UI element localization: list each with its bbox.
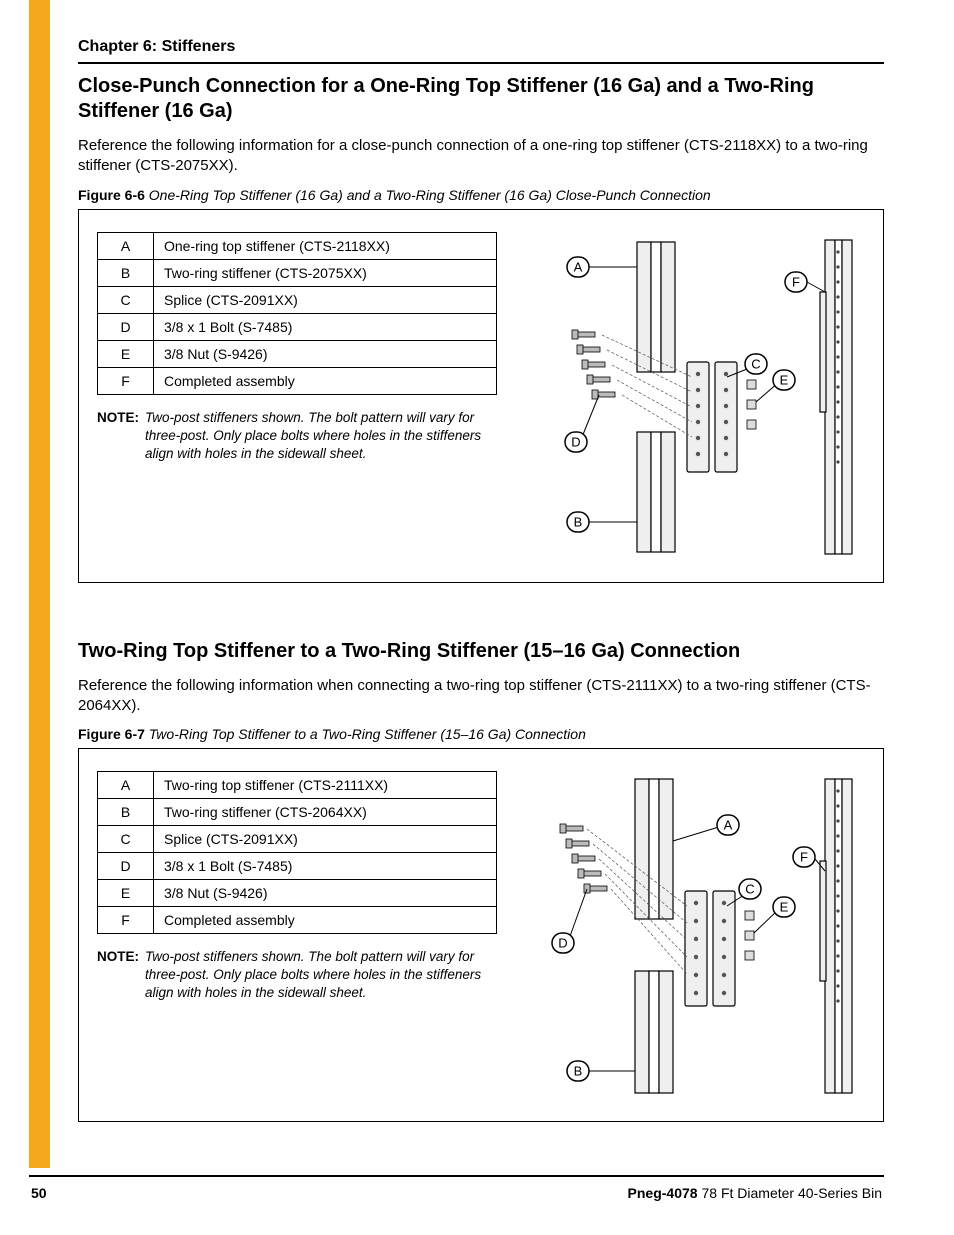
figure6-6-legend-table: AOne-ring top stiffener (CTS-2118XX) BTw… xyxy=(97,232,497,395)
diagram-label-f: F xyxy=(792,274,800,289)
section2-title: Two-Ring Top Stiffener to a Two-Ring Sti… xyxy=(78,639,884,664)
figure6-7-desc: Two-Ring Top Stiffener to a Two-Ring Sti… xyxy=(149,726,586,742)
diagram-label-a: A xyxy=(724,818,733,833)
diagram-label-b: B xyxy=(574,514,583,529)
legend-val: 3/8 Nut (S-9426) xyxy=(154,880,497,907)
legend-val: Splice (CTS-2091XX) xyxy=(154,826,497,853)
table-row: CSplice (CTS-2091XX) xyxy=(98,826,497,853)
legend-key: D xyxy=(98,313,154,340)
table-row: FCompleted assembly xyxy=(98,907,497,934)
section2-body: Reference the following information when… xyxy=(78,676,884,717)
footer-doc-title: 78 Ft Diameter 40-Series Bin xyxy=(698,1185,882,1201)
figure6-7-note: NOTE: Two-post stiffeners shown. The bol… xyxy=(97,948,497,1003)
note-text: Two-post stiffeners shown. The bolt patt… xyxy=(145,409,497,464)
diagram-label-e: E xyxy=(780,372,789,387)
figure6-6-diagram-wrap: A B C D E F xyxy=(527,232,867,562)
figure6-6-desc: One-Ring Top Stiffener (16 Ga) and a Two… xyxy=(149,187,711,203)
table-row: AOne-ring top stiffener (CTS-2118XX) xyxy=(98,232,497,259)
note-label: NOTE: xyxy=(97,948,139,1003)
figure6-7-label: Figure 6-7 xyxy=(78,726,145,742)
legend-key: E xyxy=(98,340,154,367)
diagram-label-b: B xyxy=(574,1064,583,1079)
legend-val: Completed assembly xyxy=(154,367,497,394)
legend-key: A xyxy=(98,232,154,259)
page-sidebar-stripe xyxy=(29,0,50,1168)
diagram-label-d: D xyxy=(571,434,580,449)
section1-body: Reference the following information for … xyxy=(78,136,884,177)
table-row: ATwo-ring top stiffener (CTS-2111XX) xyxy=(98,772,497,799)
chapter-title: Chapter 6: Stiffeners xyxy=(78,38,884,56)
legend-key: A xyxy=(98,772,154,799)
legend-val: 3/8 x 1 Bolt (S-7485) xyxy=(154,853,497,880)
note-text: Two-post stiffeners shown. The bolt patt… xyxy=(145,948,497,1003)
figure6-6-box: AOne-ring top stiffener (CTS-2118XX) BTw… xyxy=(78,209,884,583)
legend-val: 3/8 x 1 Bolt (S-7485) xyxy=(154,313,497,340)
legend-key: C xyxy=(98,826,154,853)
legend-key: B xyxy=(98,259,154,286)
footer-row: 50 Pneg-4078 78 Ft Diameter 40-Series Bi… xyxy=(29,1185,884,1201)
figure6-6-diagram: A B C D E F xyxy=(527,232,867,562)
footer-doc: Pneg-4078 78 Ft Diameter 40-Series Bin xyxy=(628,1185,882,1201)
figure6-6-label: Figure 6-6 xyxy=(78,187,145,203)
note-label: NOTE: xyxy=(97,409,139,464)
legend-key: B xyxy=(98,799,154,826)
legend-val: One-ring top stiffener (CTS-2118XX) xyxy=(154,232,497,259)
figure6-7-legend-table: ATwo-ring top stiffener (CTS-2111XX) BTw… xyxy=(97,771,497,934)
section1-title: Close-Punch Connection for a One-Ring To… xyxy=(78,74,884,124)
figure6-6-note: NOTE: Two-post stiffeners shown. The bol… xyxy=(97,409,497,464)
legend-val: Splice (CTS-2091XX) xyxy=(154,286,497,313)
table-row: FCompleted assembly xyxy=(98,367,497,394)
figure6-7-left: ATwo-ring top stiffener (CTS-2111XX) BTw… xyxy=(97,771,497,1003)
footer-doc-id: Pneg-4078 xyxy=(628,1185,698,1201)
legend-val: Completed assembly xyxy=(154,907,497,934)
figure6-6-caption: Figure 6-6 One-Ring Top Stiffener (16 Ga… xyxy=(78,187,884,203)
figure6-7-diagram: A B C D E F xyxy=(527,771,867,1101)
diagram-label-c: C xyxy=(745,882,754,897)
table-row: E3/8 Nut (S-9426) xyxy=(98,340,497,367)
table-row: D3/8 x 1 Bolt (S-7485) xyxy=(98,313,497,340)
page-content: Chapter 6: Stiffeners Close-Punch Connec… xyxy=(78,38,884,1122)
diagram-label-c: C xyxy=(751,356,760,371)
figure6-7-caption: Figure 6-7 Two-Ring Top Stiffener to a T… xyxy=(78,726,884,742)
legend-key: E xyxy=(98,880,154,907)
divider-bottom xyxy=(29,1175,884,1177)
legend-key: D xyxy=(98,853,154,880)
legend-key: F xyxy=(98,907,154,934)
legend-val: 3/8 Nut (S-9426) xyxy=(154,340,497,367)
legend-val: Two-ring stiffener (CTS-2075XX) xyxy=(154,259,497,286)
figure6-6-left: AOne-ring top stiffener (CTS-2118XX) BTw… xyxy=(97,232,497,464)
figure6-7-diagram-wrap: A B C D E F xyxy=(527,771,867,1101)
legend-key: F xyxy=(98,367,154,394)
legend-val: Two-ring top stiffener (CTS-2111XX) xyxy=(154,772,497,799)
table-row: D3/8 x 1 Bolt (S-7485) xyxy=(98,853,497,880)
figure6-7-box: ATwo-ring top stiffener (CTS-2111XX) BTw… xyxy=(78,748,884,1122)
diagram-label-f: F xyxy=(800,850,808,865)
diagram-label-d: D xyxy=(558,936,567,951)
table-row: BTwo-ring stiffener (CTS-2064XX) xyxy=(98,799,497,826)
divider-top xyxy=(78,62,884,64)
legend-key: C xyxy=(98,286,154,313)
page-number: 50 xyxy=(31,1185,47,1201)
table-row: BTwo-ring stiffener (CTS-2075XX) xyxy=(98,259,497,286)
page-footer: 50 Pneg-4078 78 Ft Diameter 40-Series Bi… xyxy=(29,1175,884,1201)
table-row: CSplice (CTS-2091XX) xyxy=(98,286,497,313)
diagram-label-e: E xyxy=(780,900,789,915)
diagram-label-a: A xyxy=(574,259,583,274)
legend-val: Two-ring stiffener (CTS-2064XX) xyxy=(154,799,497,826)
table-row: E3/8 Nut (S-9426) xyxy=(98,880,497,907)
